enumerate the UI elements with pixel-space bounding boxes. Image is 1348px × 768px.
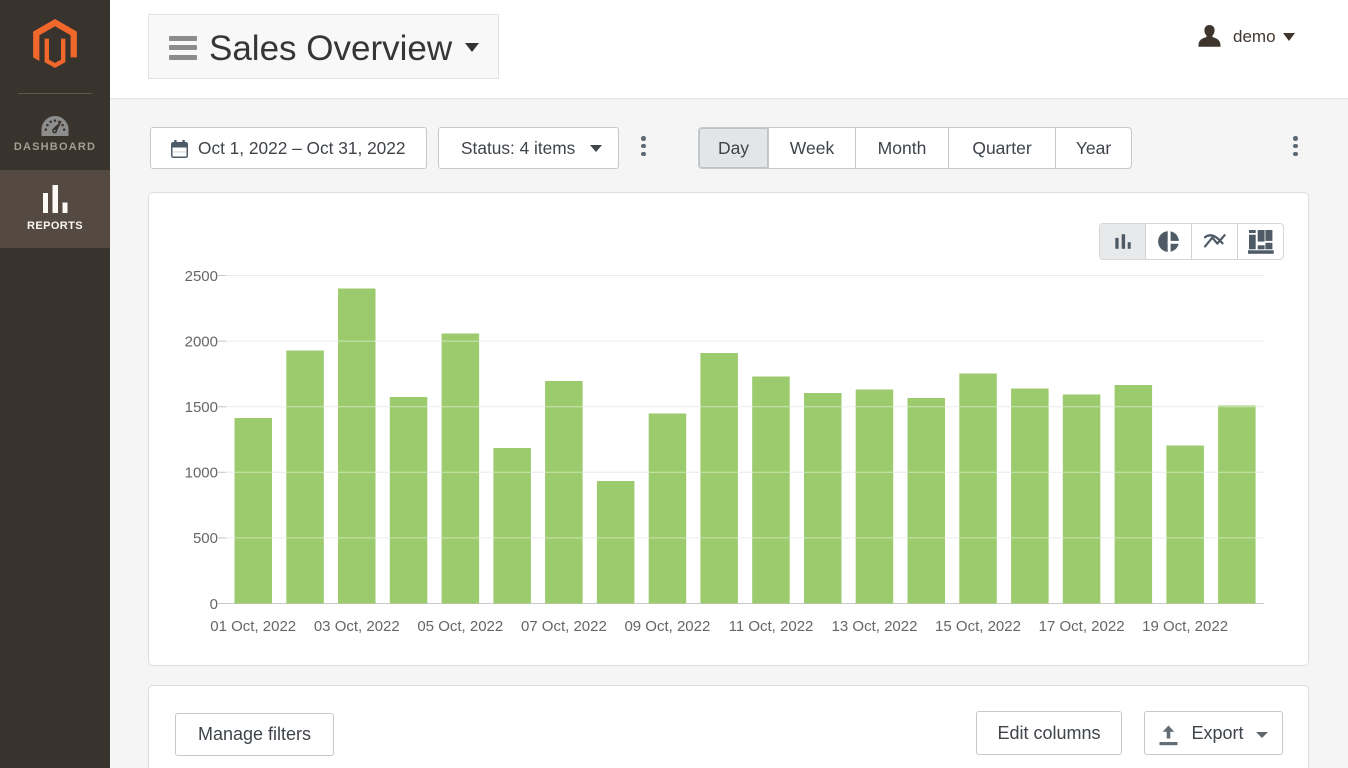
svg-text:11 Oct, 2022: 11 Oct, 2022 (729, 618, 814, 635)
svg-text:2500: 2500 (185, 268, 218, 285)
svg-text:13 Oct, 2022: 13 Oct, 2022 (832, 618, 918, 635)
svg-text:2000: 2000 (185, 333, 218, 350)
svg-text:0: 0 (210, 596, 218, 613)
svg-text:1500: 1500 (185, 399, 218, 416)
svg-text:17 Oct, 2022: 17 Oct, 2022 (1039, 618, 1125, 635)
svg-text:01 Oct, 2022: 01 Oct, 2022 (210, 618, 296, 635)
svg-text:500: 500 (193, 530, 218, 547)
svg-text:15 Oct, 2022: 15 Oct, 2022 (935, 618, 1021, 635)
svg-text:1000: 1000 (185, 465, 218, 482)
svg-text:03 Oct, 2022: 03 Oct, 2022 (314, 618, 400, 635)
svg-text:19 Oct, 2022: 19 Oct, 2022 (1142, 618, 1228, 635)
svg-text:09 Oct, 2022: 09 Oct, 2022 (624, 618, 710, 635)
svg-text:05 Oct, 2022: 05 Oct, 2022 (417, 618, 503, 635)
svg-text:07 Oct, 2022: 07 Oct, 2022 (521, 618, 607, 635)
